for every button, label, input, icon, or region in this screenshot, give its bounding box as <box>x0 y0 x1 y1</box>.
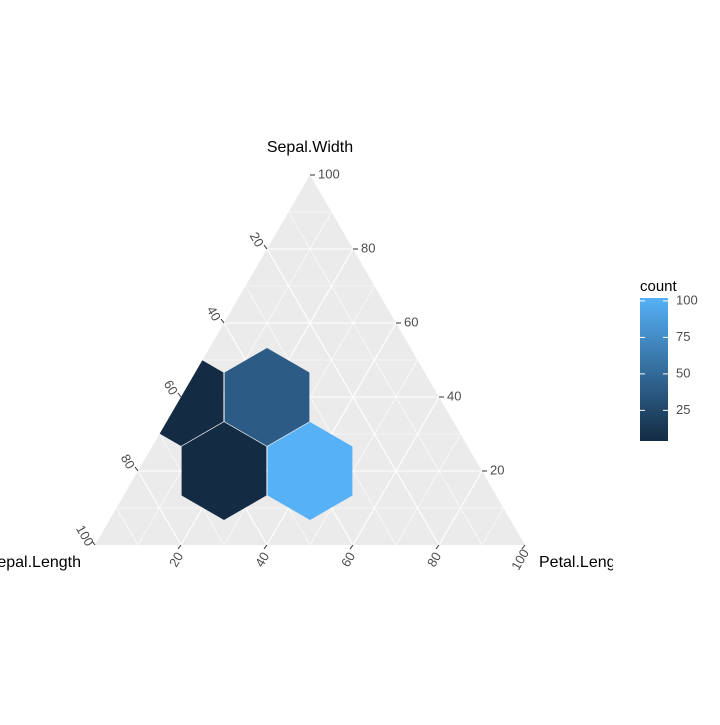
top-tick-label: 60 <box>404 314 418 329</box>
axis-title: Sepal.Length <box>0 554 81 571</box>
minor-grid-line <box>481 507 504 546</box>
grid-line <box>438 470 483 546</box>
left-tick-label: 60 <box>161 377 181 397</box>
hexbin <box>181 422 267 520</box>
left-tick-label: 40 <box>204 303 224 323</box>
tick-mark <box>134 466 139 472</box>
left-tick-label: 80 <box>118 451 138 471</box>
tick-mark <box>263 544 268 550</box>
left-tick-label: 20 <box>247 229 267 249</box>
top-tick-label: 80 <box>361 240 375 255</box>
grid-line <box>266 322 397 546</box>
axis-title: Petal.Length <box>539 554 629 571</box>
minor-grid-line <box>245 285 397 546</box>
tick-mark <box>177 392 182 398</box>
axis-title: Sepal.Width <box>267 139 353 156</box>
top-tick-label: 40 <box>447 388 461 403</box>
right-tick-label: 20 <box>166 549 186 569</box>
legend-tick-label: 50 <box>676 365 690 380</box>
hexbin <box>224 348 310 446</box>
minor-grid-line <box>288 211 483 546</box>
right-tick-label: 80 <box>424 549 444 569</box>
right-tick-label: 40 <box>252 549 272 569</box>
legend-tick-label: 100 <box>676 292 698 307</box>
colorbar <box>640 298 668 441</box>
minor-grid-line <box>116 507 139 546</box>
tick-mark <box>220 318 225 324</box>
right-tick-label: 60 <box>338 549 358 569</box>
grid-line <box>352 396 440 546</box>
tick-mark <box>263 244 268 250</box>
tick-mark <box>349 544 354 550</box>
legend-title: count <box>640 278 678 295</box>
top-tick-label: 100 <box>318 166 340 181</box>
hexbin <box>267 422 353 520</box>
top-tick-label: 20 <box>490 462 504 477</box>
legend-tick-label: 75 <box>676 329 690 344</box>
minor-grid-line <box>395 433 461 546</box>
tick-mark <box>435 544 440 550</box>
tick-mark <box>91 540 96 546</box>
minor-grid-line <box>309 359 418 546</box>
tick-mark <box>177 544 182 550</box>
tick-mark <box>521 544 526 550</box>
legend-tick-label: 25 <box>676 402 690 417</box>
